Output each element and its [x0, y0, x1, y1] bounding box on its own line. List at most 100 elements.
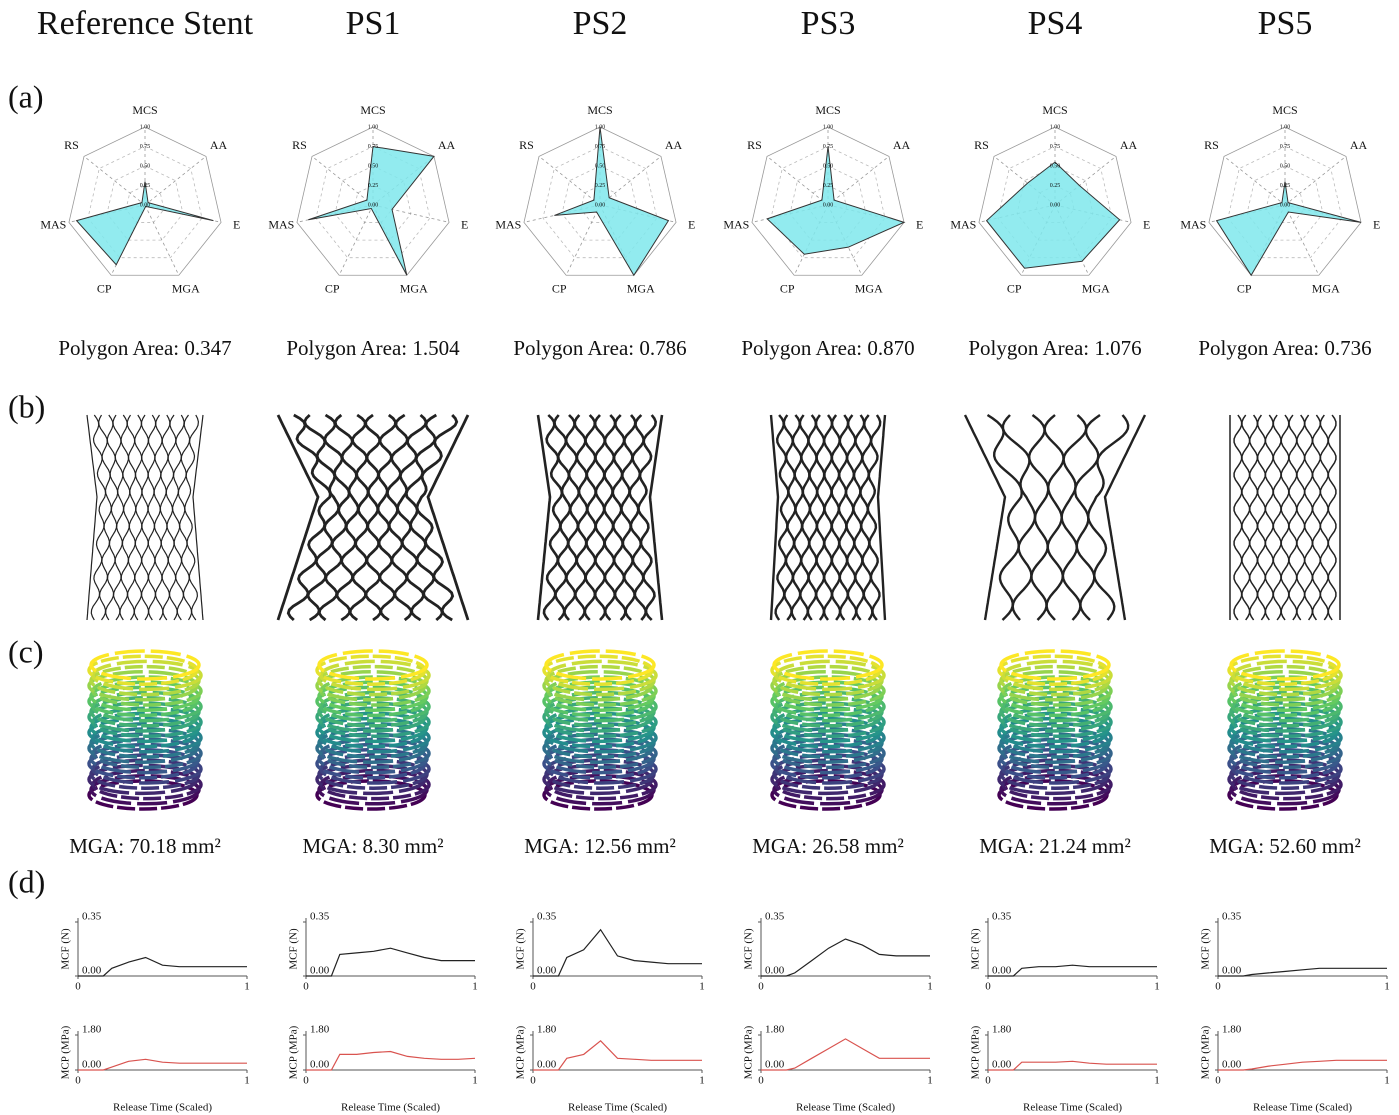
x-tick-label: 0 — [985, 1075, 991, 1087]
line-series — [533, 1041, 702, 1070]
radar-tick-label: 0.50 — [1050, 163, 1061, 169]
y-tick-label: 1.80 — [992, 1024, 1012, 1036]
radar-axis-label: RS — [974, 138, 989, 152]
column-heading: PS5 — [1258, 5, 1313, 42]
y-axis-label: MCP (MPa) — [743, 1025, 755, 1079]
x-tick-label: 1 — [244, 1075, 250, 1087]
stent-strut — [142, 415, 149, 620]
stent-strut — [160, 415, 169, 620]
y-tick-label: 0.00 — [992, 965, 1012, 977]
polygon-area: Polygon Area: 0.870 — [741, 336, 914, 360]
y-tick-label: 0.00 — [992, 1059, 1012, 1071]
radar-tick-label: 0.75 — [368, 144, 379, 150]
radar-polygon — [1217, 182, 1361, 276]
y-tick-label: 0.00 — [765, 1059, 785, 1071]
line-series — [988, 965, 1157, 976]
radar-axis-label: MCS — [1042, 103, 1067, 117]
radar-axis-label: MAS — [495, 218, 521, 232]
mga-label: MGA: 8.30 mm² — [302, 834, 443, 858]
radar-axis-label: MAS — [40, 218, 66, 232]
radar-axis-label: MGA — [855, 281, 883, 295]
radar-axis-label: MGA — [1312, 281, 1340, 295]
stent-strut — [120, 415, 130, 620]
radar-spoke — [566, 205, 600, 275]
radar-axis-label: CP — [97, 281, 112, 295]
stent-strut — [1313, 415, 1321, 620]
mga-label: MGA: 12.56 mm² — [524, 834, 676, 858]
y-axis-label: MCP (MPa) — [970, 1025, 982, 1079]
x-tick-label: 0 — [530, 1075, 536, 1087]
panel-label: (c) — [8, 633, 44, 669]
y-tick-label: 0.35 — [310, 911, 330, 923]
radar-tick-label: 1.00 — [1050, 124, 1061, 130]
y-tick-label: 1.80 — [537, 1024, 557, 1036]
line-series — [988, 1061, 1157, 1070]
mga-label: MGA: 70.18 mm² — [69, 834, 221, 858]
x-tick-label: 0 — [530, 981, 536, 993]
y-tick-label: 0.00 — [82, 1059, 102, 1071]
x-axis-label: Release Time (Scaled) — [796, 1102, 895, 1114]
y-tick-label: 0.00 — [1222, 965, 1242, 977]
radar-axis-label: AA — [438, 138, 456, 152]
radar-axis-label: RS — [292, 138, 307, 152]
radar-spoke — [312, 156, 373, 205]
line-series — [306, 1052, 475, 1071]
radar-axis-label: MAS — [268, 218, 294, 232]
stent-strut — [854, 415, 865, 620]
radar-axis-label: RS — [519, 138, 534, 152]
line-series — [1218, 1060, 1387, 1070]
y-tick-label: 0.35 — [1222, 911, 1242, 923]
x-tick-label: 0 — [758, 1075, 764, 1087]
stent-strut — [1029, 415, 1048, 620]
radar-axis-label: E — [461, 218, 468, 232]
radar-axis-label: RS — [64, 138, 79, 152]
radar-tick-label: 0.50 — [595, 163, 606, 169]
stent-strut — [1234, 415, 1242, 620]
x-tick-label: 0 — [985, 981, 991, 993]
stent-strut — [1266, 415, 1274, 620]
stent-strut — [816, 415, 824, 620]
radar-axis-label: MGA — [627, 281, 655, 295]
y-tick-label: 0.35 — [992, 911, 1012, 923]
x-tick-label: 1 — [927, 1075, 933, 1087]
radar-axis-label: MCS — [360, 103, 385, 117]
radar-tick-label: 0.25 — [823, 183, 834, 189]
line-series — [306, 948, 475, 976]
radar-spoke — [84, 156, 145, 205]
radar-tick-label: 0.25 — [1050, 183, 1061, 189]
line-series — [78, 1059, 247, 1070]
radar-tick-label: 0.25 — [595, 183, 606, 189]
radar-axis-label: E — [688, 218, 695, 232]
radar-axis-label: MCS — [1272, 103, 1297, 117]
x-tick-label: 1 — [244, 981, 250, 993]
x-tick-label: 0 — [75, 981, 81, 993]
radar-tick-label: 0.00 — [595, 202, 606, 208]
stent-strut — [824, 415, 832, 620]
radar-tick-label: 1.00 — [823, 124, 834, 130]
radar-spoke — [339, 205, 373, 275]
stent-strut — [127, 415, 135, 620]
polygon-area: Polygon Area: 1.076 — [968, 336, 1141, 360]
stent-strut — [1297, 415, 1305, 620]
panel-label: (d) — [8, 863, 45, 899]
radar-tick-label: 0.00 — [1280, 202, 1291, 208]
stent-strut — [185, 415, 199, 620]
stent-strut — [771, 415, 778, 620]
y-axis-label: MCF (N) — [60, 928, 72, 970]
radar-axis-label: MAS — [723, 218, 749, 232]
x-tick-label: 0 — [303, 1075, 309, 1087]
column-heading: Reference Stent — [37, 5, 254, 42]
polygon-area: Polygon Area: 0.786 — [513, 336, 686, 360]
y-axis-label: MCP (MPa) — [515, 1025, 527, 1079]
radar-tick-label: 0.50 — [368, 163, 379, 169]
stent-strut — [595, 415, 605, 620]
x-tick-label: 1 — [1154, 981, 1160, 993]
stent-strut — [585, 415, 596, 620]
x-axis-label: Release Time (Scaled) — [568, 1102, 667, 1114]
stent-strut — [839, 415, 848, 620]
radar-axis-label: MGA — [172, 281, 200, 295]
column-heading: PS2 — [573, 5, 628, 42]
line-series — [533, 930, 702, 976]
radar-axis-label: AA — [893, 138, 911, 152]
stent-strut — [1258, 415, 1266, 620]
